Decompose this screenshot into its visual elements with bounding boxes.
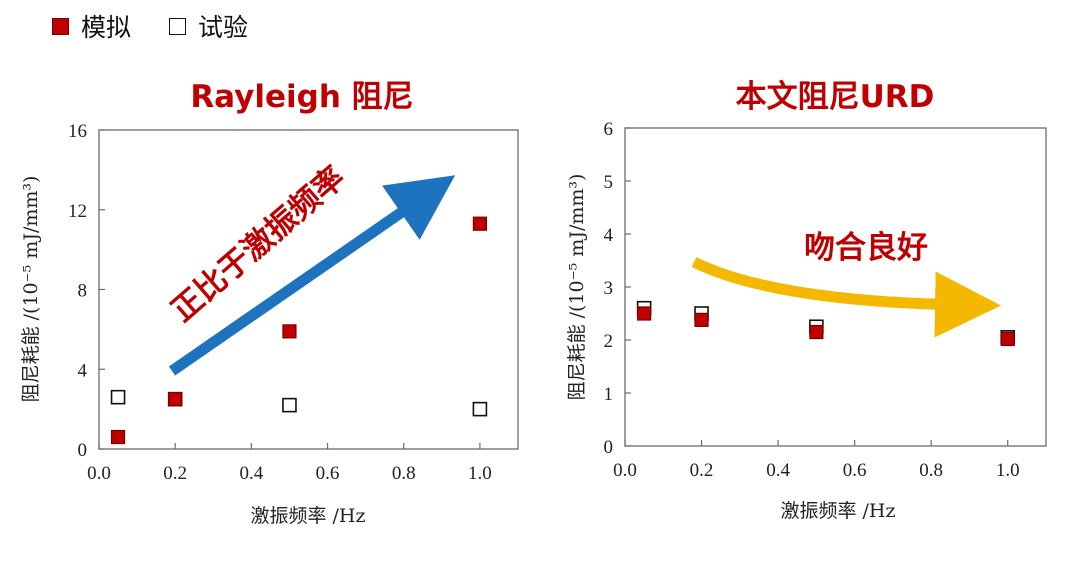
legend-swatch-simulation (52, 17, 69, 35)
plot-area: 0.0 0.2 0.4 0.6 0.8 1.0 0 4 8 12 16 (68, 121, 519, 484)
chart-urd: 本文阻尼URD 0.0 0.2 0.4 0.6 0.8 1.0 0 1 2 3 4 5 6 吻合良好 阻… (566, 79, 1047, 522)
y-tick-label: 5 (604, 172, 614, 193)
y-tick-label: 4 (604, 225, 614, 246)
point-simulation (694, 312, 709, 327)
x-axis-label: 激振频率 /Hz (780, 500, 895, 522)
x-tick-label: 0.6 (316, 463, 340, 484)
y-axis-label: 阻尼耗能 /(10⁻⁵ mJ/mm³) (566, 174, 588, 401)
y-tick-label: 0 (78, 440, 88, 461)
y-tick-label: 1 (604, 384, 614, 405)
chart-title: Rayleigh 阻尼 (190, 79, 413, 115)
x-tick-label: 0.0 (87, 463, 111, 484)
legend: 模拟 试验 (52, 8, 286, 44)
annotation-group: 吻合良好 (691, 230, 1001, 338)
x-tick-label: 0.4 (766, 460, 790, 481)
point-simulation (1000, 331, 1015, 347)
x-tick-label: 0.8 (919, 460, 943, 481)
x-tick-label: 0.4 (239, 463, 263, 484)
x-tick-label: 0.2 (163, 463, 187, 484)
y-tick-label: 4 (78, 360, 88, 381)
plot-frame (624, 127, 1047, 447)
trend-arrow (168, 175, 456, 376)
plot-area: 0.0 0.2 0.4 0.6 0.8 1.0 0 1 2 3 4 5 6 (604, 119, 1047, 481)
data-points (636, 300, 1016, 347)
point-simulation (168, 392, 183, 407)
point-simulation (809, 324, 824, 340)
point-experiment (110, 389, 126, 405)
y-axis-label: 阻尼耗能 /(10⁻⁵ mJ/mm³) (20, 176, 42, 403)
point-simulation (637, 306, 652, 321)
annotation-group: 正比于激振频率 (165, 160, 456, 376)
point-experiment (282, 397, 297, 413)
legend-item-simulation: 模拟 (52, 8, 131, 44)
legend-item-experiment: 试验 (169, 8, 248, 44)
legend-label-simulation: 模拟 (81, 13, 132, 42)
x-tick-label: 1.0 (468, 463, 492, 484)
data-points (110, 216, 488, 445)
trend-arrow (691, 257, 1001, 338)
x-tick-label: 0.2 (690, 460, 714, 481)
y-tick-label: 12 (68, 201, 87, 222)
y-tick-label: 0 (604, 437, 614, 458)
legend-label-experiment: 试验 (198, 13, 249, 42)
point-simulation (472, 216, 488, 231)
legend-swatch-experiment (169, 17, 187, 35)
x-tick-label: 1.0 (996, 460, 1020, 481)
y-tick-label: 8 (78, 281, 88, 302)
x-axis-label: 激振频率 /Hz (250, 505, 365, 527)
point-experiment (472, 401, 488, 417)
point-simulation (282, 324, 297, 339)
y-tick-label: 3 (604, 278, 614, 299)
x-tick-label: 0.6 (843, 460, 867, 481)
annotation-text: 正比于激振频率 (165, 160, 352, 330)
annotation-text: 吻合良好 (804, 230, 928, 266)
chart-rayleigh: Rayleigh 阻尼 0.0 0.2 0.4 0.6 0.8 1.0 0 4 8 12 16 正比… (20, 79, 519, 527)
y-tick-label: 6 (604, 119, 614, 140)
y-tick-label: 2 (604, 331, 614, 352)
x-tick-label: 0.0 (613, 460, 637, 481)
chart-title: 本文阻尼URD (736, 79, 935, 115)
point-simulation (110, 429, 126, 445)
x-tick-label: 0.8 (392, 463, 416, 484)
y-tick-label: 16 (68, 121, 87, 142)
